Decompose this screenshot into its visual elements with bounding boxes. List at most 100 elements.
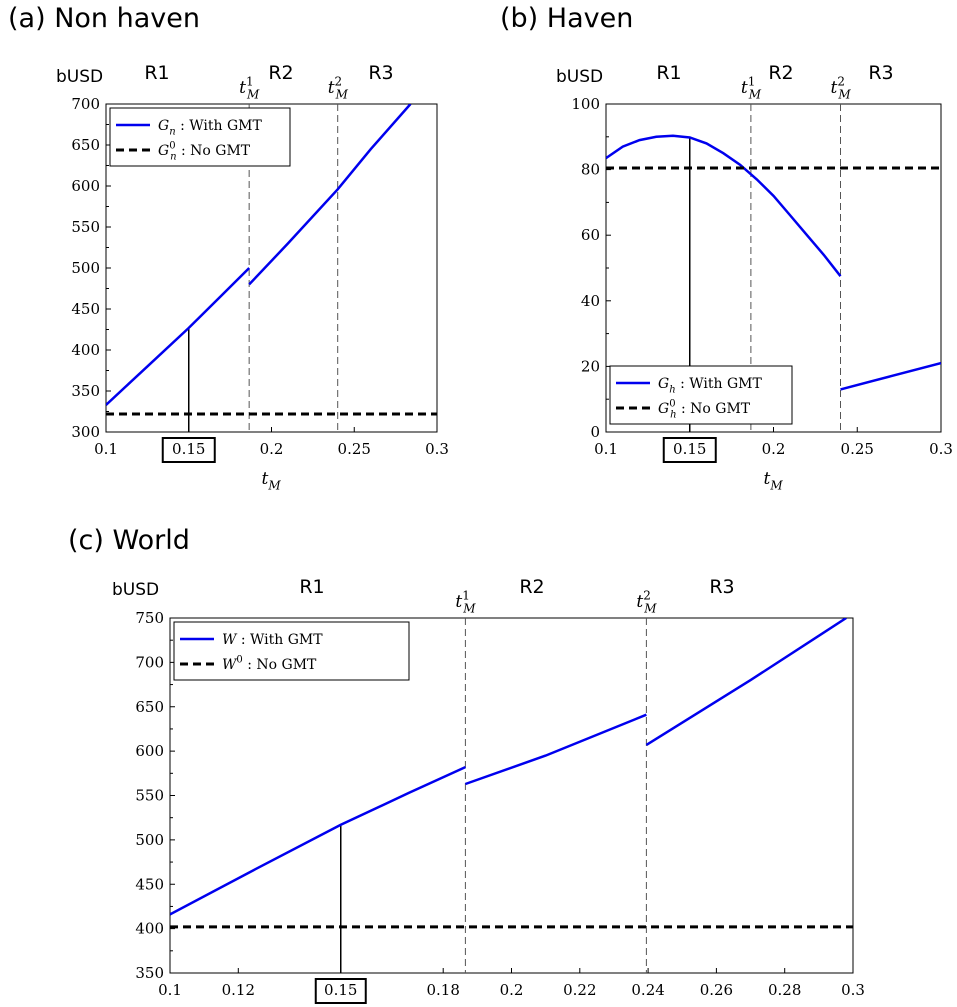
threshold-label-2-base: t xyxy=(831,78,838,98)
threshold-label-2-sub: M xyxy=(837,87,851,101)
region-label-r2: R2 xyxy=(268,62,293,84)
legend-entry-no-gmt-rest: : No GMT xyxy=(177,143,251,159)
legend-entry-no-gmt: G0 n : No GMT xyxy=(158,141,251,163)
panel-title: (b) Haven xyxy=(500,3,633,34)
with-gmt-series-segment-1 xyxy=(106,267,251,406)
threshold-label-1-sub: M xyxy=(748,87,762,101)
x-tick-label: 0.12 xyxy=(222,981,255,999)
y-tick-label: 300 xyxy=(71,423,100,441)
legend-entry-with-gmt: Gh : With GMT xyxy=(658,376,762,396)
legend-box xyxy=(109,107,291,167)
x-tick-label: 0.15 xyxy=(673,440,706,458)
highlighted-tick-box xyxy=(662,437,717,463)
threshold-label-1-sub: M xyxy=(246,87,260,101)
y-tick-label: 400 xyxy=(71,341,100,359)
y-tick-label: 500 xyxy=(135,831,164,849)
x-tick-label: 0.3 xyxy=(425,440,449,458)
x-tick-label: 0.15 xyxy=(172,440,205,458)
legend-entry-no-gmt-base: W xyxy=(222,657,238,673)
highlighted-tick-box xyxy=(161,437,216,463)
x-tick-label: 0.26 xyxy=(700,981,733,999)
legend: Gn : With GMT G0 n : No GMT xyxy=(109,107,291,167)
threshold-label-2-sub: M xyxy=(643,601,657,615)
y-tick-label: 600 xyxy=(135,742,164,760)
legend-entry-no-gmt: W0 : No GMT xyxy=(222,655,317,673)
region-label-r1: R1 xyxy=(144,62,169,84)
x-axis-label-sub: M xyxy=(769,478,783,492)
with-gmt-series-segment-2 xyxy=(248,104,412,286)
x-tick-label: 0.2 xyxy=(500,981,524,999)
legend-entry-with-gmt-sub: h xyxy=(669,385,675,396)
legend-entry-with-gmt-base: W xyxy=(222,632,238,648)
threshold-label-2: t2 M xyxy=(831,74,852,101)
x-axis-label-sub: M xyxy=(267,478,281,492)
threshold-label-2: t2 M xyxy=(328,74,349,101)
y-tick-label: 400 xyxy=(135,920,164,938)
threshold-label-2-sup: 2 xyxy=(837,74,845,88)
x-tick-label: 0.24 xyxy=(631,981,664,999)
with-gmt-series-segment-3 xyxy=(645,618,847,746)
legend-entry-with-gmt-base: G xyxy=(658,376,669,392)
threshold-label-1: t1 M xyxy=(455,588,476,615)
threshold-label-1-sup: 1 xyxy=(462,588,470,602)
region-label-r1: R1 xyxy=(656,62,681,84)
threshold-label-2-sup: 2 xyxy=(335,74,343,88)
threshold-label-2-sub: M xyxy=(335,87,349,101)
y-tick-label: 60 xyxy=(581,226,600,244)
y-tick-label: 750 xyxy=(135,609,164,627)
threshold-label-2-base: t xyxy=(328,78,335,98)
y-tick-label: 80 xyxy=(581,161,600,179)
x-axis-label-base: t xyxy=(262,469,269,489)
legend-entry-no-gmt: G0 h : No GMT xyxy=(658,399,751,421)
region-label-r3: R3 xyxy=(709,576,734,598)
y-tick-label: 650 xyxy=(71,136,100,154)
panel-title: (a) Non haven xyxy=(8,3,200,34)
threshold-label-1-base: t xyxy=(455,592,462,612)
y-tick-label: 20 xyxy=(581,357,600,375)
y-tick-label: 450 xyxy=(71,300,100,318)
legend-entry-no-gmt-sup: 0 xyxy=(169,141,175,152)
legend-entry-no-gmt-sub: h xyxy=(670,410,676,421)
with-gmt-series-segment-2 xyxy=(464,713,647,786)
threshold-label-2: t2 M xyxy=(636,588,657,615)
legend-entry-no-gmt-rest: : No GMT xyxy=(677,401,751,417)
panel-title: (c) World xyxy=(68,525,190,556)
x-tick-label: 0.25 xyxy=(841,440,874,458)
y-tick-label: 700 xyxy=(135,653,164,671)
threshold-label-2-base: t xyxy=(636,592,643,612)
y-tick-label: 700 xyxy=(71,95,100,113)
region-label-r1: R1 xyxy=(299,576,324,598)
legend-entry-with-gmt: Gn : With GMT xyxy=(158,118,262,138)
x-tick-label: 0.28 xyxy=(768,981,801,999)
legend-entry-no-gmt-base: G xyxy=(658,401,669,417)
legend-box xyxy=(609,365,793,425)
legend-entry-with-gmt-rest: : With GMT xyxy=(676,376,763,392)
x-axis-label: tM xyxy=(262,469,282,492)
x-tick-label: 0.2 xyxy=(762,440,786,458)
region-label-r3: R3 xyxy=(368,62,393,84)
x-tick-label: 0.3 xyxy=(929,440,953,458)
threshold-label-1-base: t xyxy=(239,78,246,98)
threshold-label-1-sub: M xyxy=(462,601,476,615)
y-tick-label: 450 xyxy=(135,875,164,893)
legend-entry-no-gmt-sup: 0 xyxy=(669,399,675,410)
legend-entry-with-gmt-base: G xyxy=(158,118,169,134)
threshold-label-1-sup: 1 xyxy=(246,74,254,88)
x-tick-label: 0.18 xyxy=(426,981,459,999)
with-gmt-series-segment-1 xyxy=(170,765,466,916)
legend: W : With GMT W0 : No GMT xyxy=(173,621,410,681)
region-label-r2: R2 xyxy=(768,62,793,84)
legend-entry-with-gmt-rest: : With GMT xyxy=(176,118,263,134)
legend-entry-no-gmt-base: G xyxy=(158,143,169,159)
x-tick-label: 0.15 xyxy=(324,981,357,999)
threshold-label-1-sup: 1 xyxy=(748,74,756,88)
legend-entry-with-gmt: W : With GMT xyxy=(222,632,323,648)
y-axis-unit-label: bUSD xyxy=(556,67,603,87)
x-tick-label: 0.3 xyxy=(841,981,865,999)
y-tick-label: 0 xyxy=(590,423,600,441)
y-tick-label: 350 xyxy=(71,382,100,400)
